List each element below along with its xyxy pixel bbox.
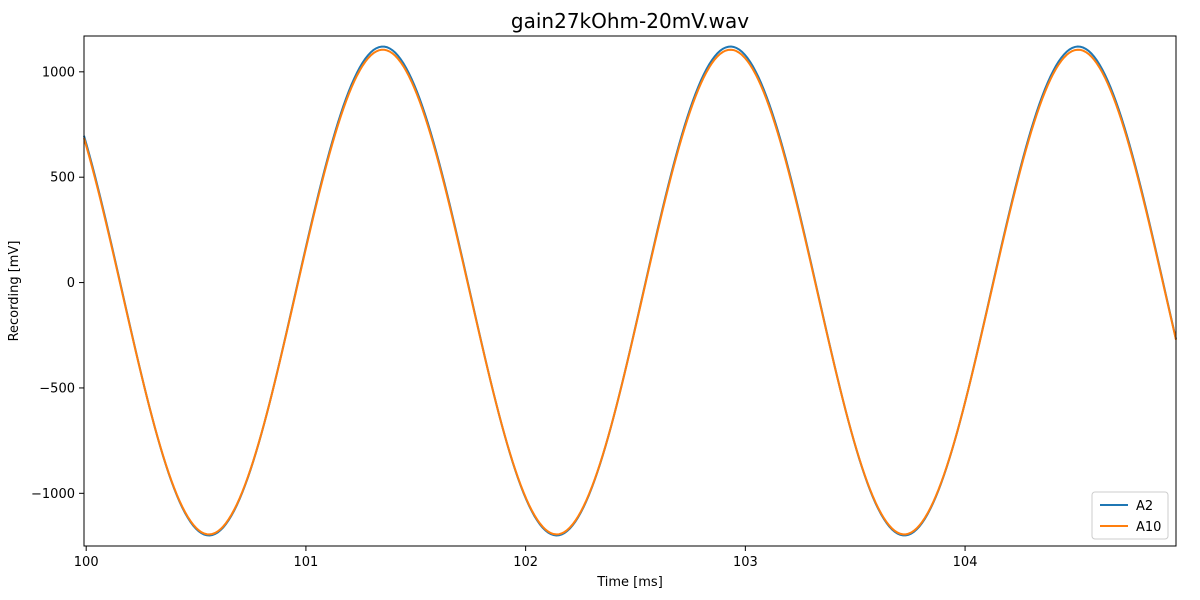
x-tick-label: 101 <box>294 555 319 570</box>
plot-area <box>83 35 1177 547</box>
y-axis-label: Recording [mV] <box>7 241 22 342</box>
x-tick-label: 103 <box>733 555 758 570</box>
x-tick-label: 102 <box>513 555 538 570</box>
series-line-a10 <box>83 48 1177 536</box>
y-tick-label: −1000 <box>31 487 75 502</box>
legend: A2 A10 <box>1091 491 1169 540</box>
legend-label-a10: A10 <box>1136 520 1161 535</box>
y-tick-label: −500 <box>39 381 75 396</box>
legend-box <box>1091 491 1169 540</box>
x-axis: 100 101 102 103 104 <box>74 546 978 570</box>
x-axis-label: Time [ms] <box>596 575 663 590</box>
chart-title: gain27kOhm-20mV.wav <box>511 9 749 33</box>
series-line-a2 <box>83 45 1177 537</box>
y-axis: −1000 −500 0 500 1000 <box>31 65 84 502</box>
y-tick-label: 500 <box>50 171 75 186</box>
y-tick-label: 0 <box>67 276 75 291</box>
legend-label-a2: A2 <box>1136 499 1153 514</box>
series-layer <box>83 45 1177 537</box>
plot-frame <box>83 35 1177 547</box>
x-tick-label: 104 <box>953 555 978 570</box>
x-tick-label: 100 <box>74 555 99 570</box>
y-tick-label: 1000 <box>42 65 75 80</box>
